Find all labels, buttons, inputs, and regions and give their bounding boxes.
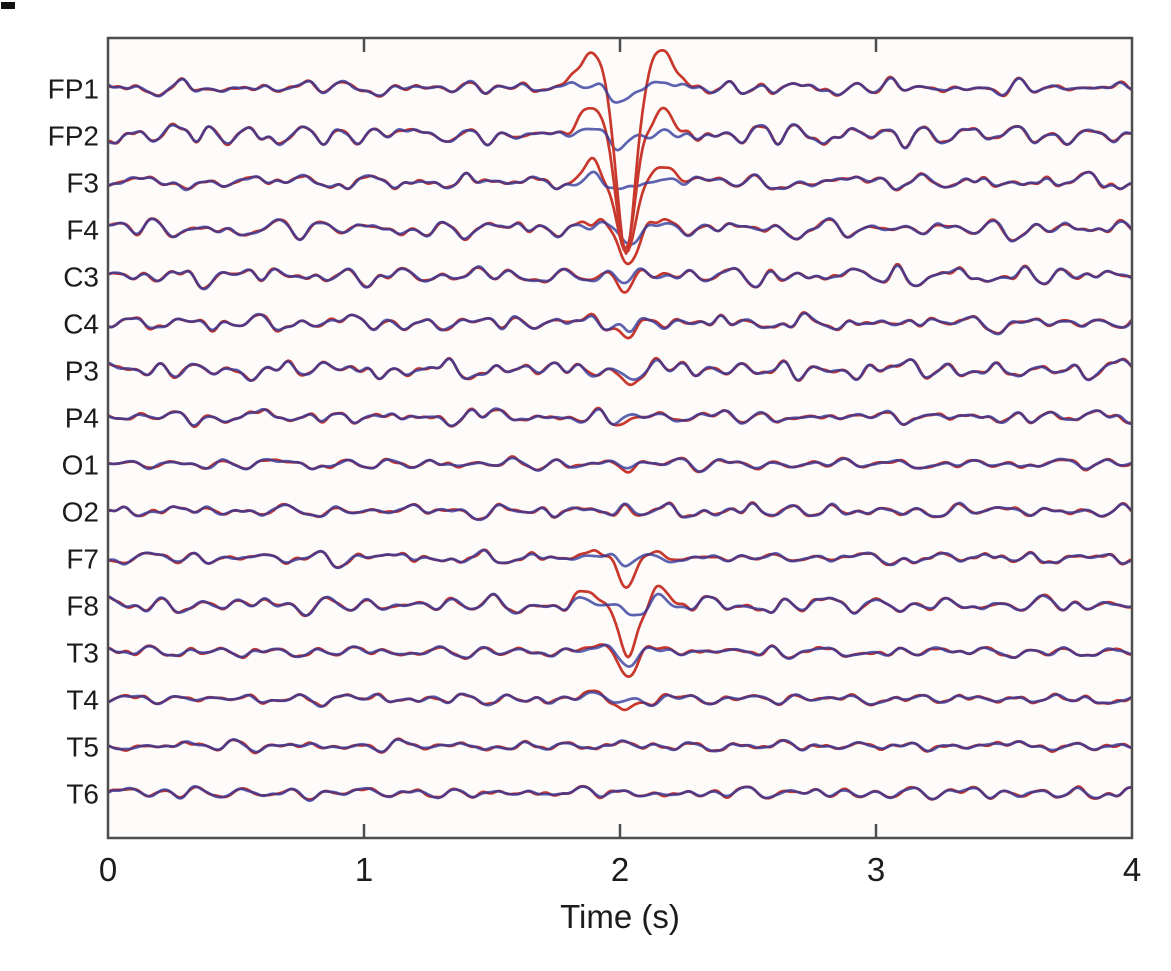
plot-area xyxy=(108,38,1132,838)
plot-border xyxy=(106,36,1134,840)
x-tick-label-3: 3 xyxy=(867,851,885,888)
eeg-traces xyxy=(109,48,1131,803)
trace-blue-f8 xyxy=(109,592,1131,617)
trace-blue-f3 xyxy=(109,170,1131,192)
trace-blue-c4 xyxy=(109,311,1131,336)
trace-blue-t5 xyxy=(109,738,1131,754)
channel-label-c3: C3 xyxy=(63,262,99,293)
channel-label-f4: F4 xyxy=(66,215,99,246)
x-tick-label-0: 0 xyxy=(99,851,117,888)
channel-label-p4: P4 xyxy=(65,403,99,434)
channel-label-o1: O1 xyxy=(62,450,99,481)
channel-label-t5: T5 xyxy=(66,732,99,763)
channel-label-o2: O2 xyxy=(62,497,99,528)
x-tick-label-4: 4 xyxy=(1123,851,1141,888)
panel-label-mark xyxy=(1,2,15,9)
trace-blue-t6 xyxy=(109,785,1131,803)
channel-label-t3: T3 xyxy=(66,638,99,669)
trace-blue-t3 xyxy=(109,643,1131,668)
x-axis-title: Time (s) xyxy=(560,898,680,935)
channel-label-t4: T4 xyxy=(66,685,99,716)
trace-blue-p4 xyxy=(109,407,1131,428)
x-tick-labels: 0 1 2 3 4 xyxy=(99,851,1141,888)
trace-blue-fp2 xyxy=(109,123,1131,152)
trace-blue-fp1 xyxy=(109,76,1131,104)
trace-blue-f7 xyxy=(109,548,1131,570)
trace-blue-c3 xyxy=(109,264,1131,291)
axis-ticks xyxy=(362,39,878,837)
channel-label-fp1: FP1 xyxy=(48,74,99,105)
channel-label-p3: P3 xyxy=(65,356,99,387)
x-tick-label-1: 1 xyxy=(355,851,373,888)
channel-label-f3: F3 xyxy=(66,168,99,199)
channel-label-f8: F8 xyxy=(66,591,99,622)
channel-label-c4: C4 xyxy=(63,309,99,340)
channel-label-f7: F7 xyxy=(66,544,99,575)
channel-label-fp2: FP2 xyxy=(48,121,99,152)
trace-blue-p3 xyxy=(109,357,1131,382)
channel-labels: FP1 FP2 F3 F4 C3 C4 P3 P4 O1 O2 F7 F8 T3 T4 T5 T6 xyxy=(48,74,99,810)
x-tick-label-2: 2 xyxy=(611,851,629,888)
trace-blue-o1 xyxy=(109,456,1131,474)
trace-blue-o2 xyxy=(109,501,1131,522)
channel-label-t6: T6 xyxy=(66,779,99,810)
trace-blue-t4 xyxy=(109,690,1131,709)
